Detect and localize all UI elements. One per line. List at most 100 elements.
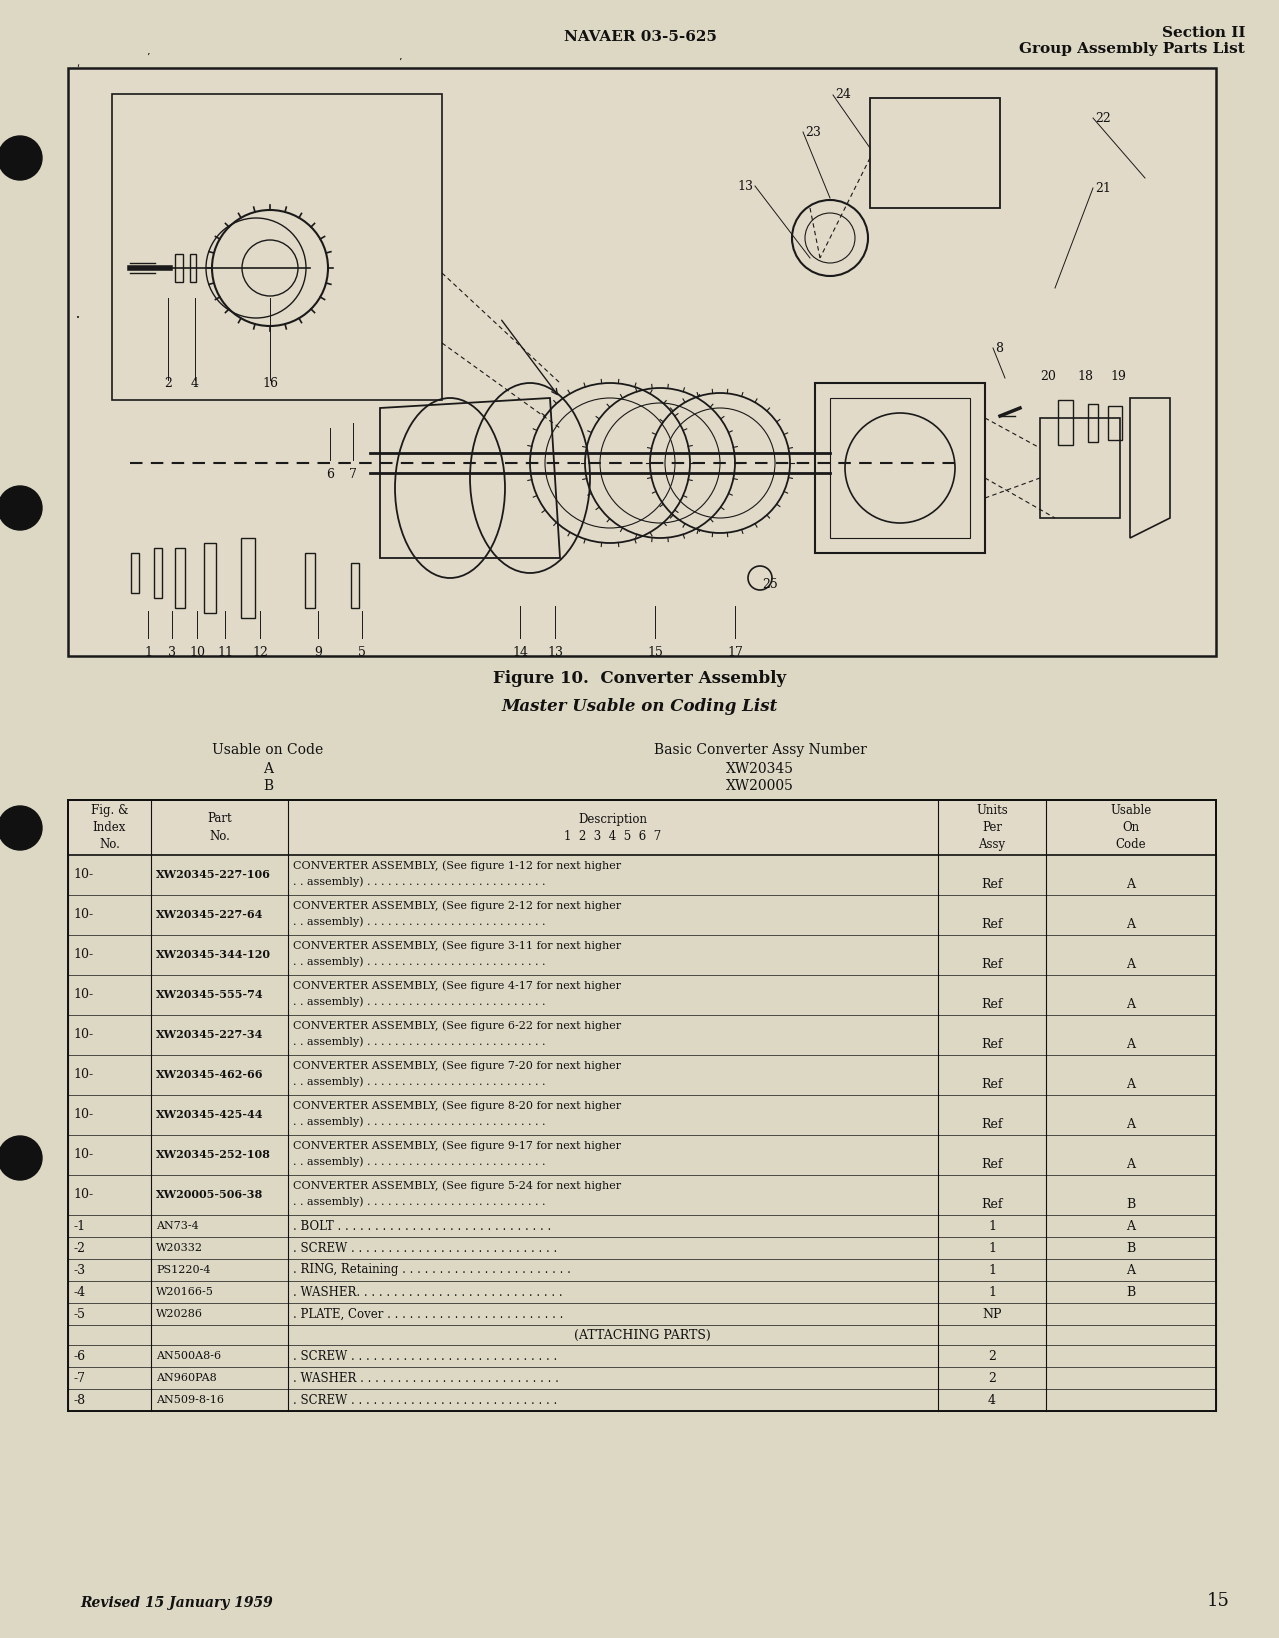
Bar [830,398,969,537]
Text: 21: 21 [1095,182,1111,195]
Bar [175,549,185,608]
Text: . . assembly) . . . . . . . . . . . . . . . . . . . . . . . . . .: . . assembly) . . . . . . . . . . . . . … [293,1035,546,1047]
Text: A: A [1127,919,1136,932]
Text: CONVERTER ASSEMBLY, (See figure 3-11 for next higher: CONVERTER ASSEMBLY, (See figure 3-11 for… [293,940,622,950]
Text: (ATTACHING PARTS): (ATTACHING PARTS) [573,1328,710,1342]
Text: XW20345-227-64: XW20345-227-64 [156,909,263,921]
Text: A: A [1127,958,1136,971]
Bar [815,383,985,554]
Text: 14: 14 [512,645,528,658]
Text: AN509-8-16: AN509-8-16 [156,1396,224,1405]
Bar [870,98,1000,208]
Text: . WASHER . . . . . . . . . . . . . . . . . . . . . . . . . . .: . WASHER . . . . . . . . . . . . . . . .… [293,1371,559,1384]
Bar [1040,418,1120,518]
Bar [68,69,1216,655]
Text: 10-: 10- [73,1148,93,1161]
Text: NP: NP [982,1307,1001,1320]
Text: -4: -4 [73,1286,86,1299]
Text: 7: 7 [349,468,357,482]
Text: XW20005-506-38: XW20005-506-38 [156,1189,263,1201]
Text: 10-: 10- [73,1189,93,1202]
Text: 19: 19 [1110,370,1126,383]
Text: 10-: 10- [73,868,93,881]
Text: -8: -8 [73,1394,86,1407]
Text: -7: -7 [73,1371,84,1384]
Text: 12: 12 [252,645,267,658]
Text: 8: 8 [995,341,1003,354]
Bar [304,554,315,608]
Text: Fig. &
Index
No.: Fig. & Index No. [91,804,128,852]
Text: W20286: W20286 [156,1309,203,1319]
Text: Group Assembly Parts List: Group Assembly Parts List [1019,43,1244,56]
Text: XW20345-252-108: XW20345-252-108 [156,1150,271,1160]
Text: 13: 13 [737,180,753,193]
Text: A: A [1127,1078,1136,1091]
Bar [68,799,1216,855]
Text: B: B [1127,1199,1136,1212]
Text: 10: 10 [189,645,205,658]
Text: CONVERTER ASSEMBLY, (See figure 1-12 for next higher: CONVERTER ASSEMBLY, (See figure 1-12 for… [293,860,622,870]
Bar [1108,406,1122,441]
Text: CONVERTER ASSEMBLY, (See figure 5-24 for next higher: CONVERTER ASSEMBLY, (See figure 5-24 for… [293,1179,622,1191]
Circle shape [0,136,42,180]
Bar [350,563,359,608]
Text: 17: 17 [726,645,743,658]
Text: Ref: Ref [981,1038,1003,1052]
Text: -1: -1 [73,1220,86,1232]
Text: XW20345-344-120: XW20345-344-120 [156,950,271,960]
Text: CONVERTER ASSEMBLY, (See figure 4-17 for next higher: CONVERTER ASSEMBLY, (See figure 4-17 for… [293,980,622,991]
Text: 10-: 10- [73,1029,93,1042]
Text: . BOLT . . . . . . . . . . . . . . . . . . . . . . . . . . . . .: . BOLT . . . . . . . . . . . . . . . . .… [293,1220,551,1232]
Text: XW20345-462-66: XW20345-462-66 [156,1070,263,1081]
Text: W20166-5: W20166-5 [156,1287,214,1297]
Text: Ref: Ref [981,999,1003,1012]
Text: . . assembly) . . . . . . . . . . . . . . . . . . . . . . . . . .: . . assembly) . . . . . . . . . . . . . … [293,916,546,927]
Text: 10-: 10- [73,988,93,1001]
Text: •: • [75,314,81,321]
Text: A: A [1127,878,1136,891]
Text: 10-: 10- [73,948,93,962]
Text: 16: 16 [262,377,278,390]
Text: 4: 4 [191,377,200,390]
Text: Figure 10.  Converter Assembly: Figure 10. Converter Assembly [494,670,787,686]
Text: XW20345-227-106: XW20345-227-106 [156,870,271,881]
Text: 2: 2 [989,1371,996,1384]
Text: 1: 1 [145,645,152,658]
Text: . . assembly) . . . . . . . . . . . . . . . . . . . . . . . . . .: . . assembly) . . . . . . . . . . . . . … [293,1196,546,1207]
Text: NAVAER 03-5-625: NAVAER 03-5-625 [564,29,716,44]
Text: XW20345-227-34: XW20345-227-34 [156,1030,263,1040]
Text: 25: 25 [762,578,778,591]
Text: A: A [1127,1263,1136,1276]
Text: AN500A8-6: AN500A8-6 [156,1351,221,1361]
Text: B: B [1127,1286,1136,1299]
Text: 24: 24 [835,88,851,102]
Text: XW20345: XW20345 [726,762,794,776]
Text: . RING, Retaining . . . . . . . . . . . . . . . . . . . . . . .: . RING, Retaining . . . . . . . . . . . … [293,1263,570,1276]
Text: . PLATE, Cover . . . . . . . . . . . . . . . . . . . . . . . .: . PLATE, Cover . . . . . . . . . . . . .… [293,1307,563,1320]
Text: Ref: Ref [981,1078,1003,1091]
Text: B: B [1127,1242,1136,1255]
Text: Ref: Ref [981,1158,1003,1171]
Text: 1: 1 [987,1286,996,1299]
Text: Description
1  2  3  4  5  6  7: Description 1 2 3 4 5 6 7 [564,812,661,842]
Text: Ref: Ref [981,1119,1003,1132]
Text: -6: -6 [73,1350,86,1363]
Text: 4: 4 [987,1394,996,1407]
Text: A: A [1127,1119,1136,1132]
Text: -2: -2 [73,1242,84,1255]
Text: 2: 2 [989,1350,996,1363]
Text: . . assembly) . . . . . . . . . . . . . . . . . . . . . . . . . .: . . assembly) . . . . . . . . . . . . . … [293,1115,546,1127]
Text: . . assembly) . . . . . . . . . . . . . . . . . . . . . . . . . .: . . assembly) . . . . . . . . . . . . . … [293,957,546,966]
Text: Ref: Ref [981,919,1003,932]
Text: 1: 1 [987,1263,996,1276]
Text: Ref: Ref [981,958,1003,971]
Text: . . assembly) . . . . . . . . . . . . . . . . . . . . . . . . . .: . . assembly) . . . . . . . . . . . . . … [293,876,546,886]
Text: 6: 6 [326,468,334,482]
Text: Revised 15 January 1959: Revised 15 January 1959 [81,1595,272,1610]
Text: ‘: ‘ [77,62,79,74]
Circle shape [0,806,42,850]
Bar [1058,400,1073,446]
Text: 18: 18 [1077,370,1094,383]
Text: CONVERTER ASSEMBLY, (See figure 9-17 for next higher: CONVERTER ASSEMBLY, (See figure 9-17 for… [293,1140,622,1150]
Text: . . assembly) . . . . . . . . . . . . . . . . . . . . . . . . . .: . . assembly) . . . . . . . . . . . . . … [293,996,546,1007]
